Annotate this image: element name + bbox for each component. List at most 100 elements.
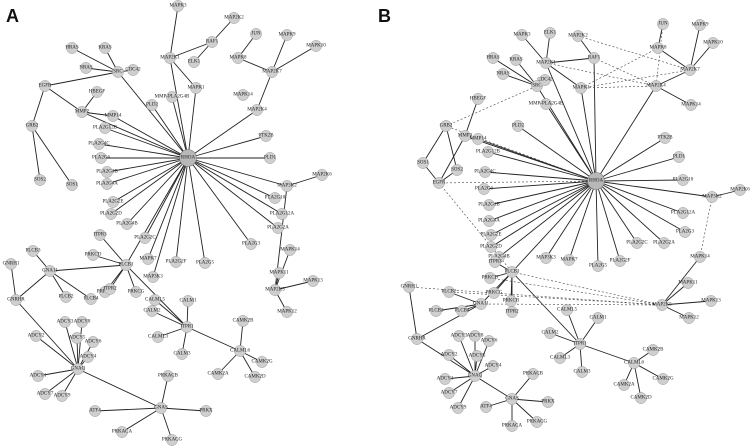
edge-rhoa-pla2g12a bbox=[187, 157, 283, 215]
node-circle bbox=[39, 388, 51, 400]
node-circle bbox=[403, 281, 415, 293]
node-circle bbox=[475, 298, 487, 310]
node-label: PLA2G2C bbox=[134, 236, 156, 241]
node-label: PLA2G3 bbox=[242, 242, 261, 247]
node-adcy6: ADCY6 bbox=[85, 336, 102, 348]
node-mmp-pla2g4b: MMP-PLA2G4B bbox=[155, 91, 190, 103]
edge-mapk3-mapk2k1 bbox=[521, 34, 547, 64]
node-map2k7: MAP2K7 bbox=[680, 64, 700, 76]
node-label: PLA2G6 bbox=[92, 156, 111, 161]
node-label: ATF4 bbox=[89, 409, 101, 414]
edge-nras-src bbox=[502, 73, 538, 87]
node-gnas: GNAS bbox=[505, 393, 519, 405]
node-circle bbox=[281, 29, 293, 41]
node-label: HRAS bbox=[65, 46, 79, 51]
node-label: ITPR1 bbox=[573, 342, 587, 347]
node-calm3: CALM3 bbox=[574, 366, 591, 378]
edge-rhoa-pld2 bbox=[151, 104, 189, 159]
node-circle bbox=[506, 393, 518, 405]
edge-egfr-src bbox=[44, 71, 119, 87]
node-circle bbox=[656, 299, 668, 311]
node-circle bbox=[592, 312, 604, 324]
edge-rhoa-pla2g6 bbox=[483, 180, 597, 190]
node-label: MAP2K5 bbox=[652, 303, 672, 308]
node-circle bbox=[576, 366, 588, 378]
node-gnrhr: GNRHR bbox=[7, 294, 25, 306]
node-label: MAPK12 bbox=[277, 310, 297, 315]
node-circle bbox=[188, 56, 200, 68]
edge-rhoa-map3k2 bbox=[595, 180, 713, 198]
node-label: PLA2G2E bbox=[102, 200, 123, 205]
edge-itpr1-calml6 bbox=[186, 326, 241, 352]
node-adcy6: ADCY6 bbox=[481, 335, 498, 347]
node-label: PRKCG bbox=[486, 291, 503, 296]
node-label: PLA2G12B bbox=[476, 150, 501, 155]
node-pla2g4b: PLA2G4B bbox=[116, 218, 138, 230]
node-calml3: CALML3 bbox=[148, 331, 169, 343]
node-itpr3: ITPR3 bbox=[488, 256, 502, 268]
edge-itpr1-calml5 bbox=[154, 299, 188, 328]
node-label: CAMK2G bbox=[251, 360, 273, 365]
node-cdc42: CDC42 bbox=[537, 74, 553, 86]
node-circle bbox=[170, 256, 182, 268]
edge-rhoa-pla2g2c bbox=[144, 157, 189, 239]
panel-a-label: A bbox=[6, 6, 19, 26]
node-label: SRC bbox=[532, 84, 542, 89]
node-circle bbox=[44, 265, 56, 277]
node-circle bbox=[587, 172, 605, 190]
node-circle bbox=[149, 294, 161, 306]
node-circle bbox=[199, 257, 211, 269]
node-label: RAF1 bbox=[206, 40, 219, 45]
edge-rhoa-raf1 bbox=[593, 57, 597, 182]
node-circle bbox=[471, 350, 483, 362]
node-circle bbox=[66, 179, 78, 191]
node-label: MAPK14 bbox=[690, 255, 710, 260]
node-label: PLA2G4B bbox=[488, 255, 510, 260]
node-label: ADCY1 bbox=[30, 374, 47, 379]
node-label: GNAS bbox=[154, 406, 168, 411]
node-label: PRKCD bbox=[85, 253, 102, 258]
node-calml3: CALML3 bbox=[550, 352, 571, 364]
node-label: ADCY1 bbox=[437, 377, 454, 382]
node-circle bbox=[232, 52, 244, 64]
node-pla2g2e: PLA2G2E bbox=[102, 196, 124, 208]
node-label: PLA2G4A bbox=[478, 219, 500, 224]
node-circle bbox=[512, 120, 524, 132]
node-pla2g2c: PLA2G2C bbox=[134, 232, 156, 244]
node-circle bbox=[72, 363, 84, 375]
node-circle bbox=[544, 327, 556, 339]
node-label: ADCY6 bbox=[85, 340, 102, 345]
node-atf4: ATF4 bbox=[89, 405, 101, 417]
edge-hras-src bbox=[71, 47, 119, 73]
node-pla2g12b: PLA2G12B bbox=[93, 122, 118, 134]
node-label: CAMK2D bbox=[244, 375, 266, 380]
node-calm3: CALM3 bbox=[174, 348, 191, 360]
node-itpr3: ITPR3 bbox=[93, 229, 107, 241]
node-label: CAMK2G bbox=[652, 377, 674, 382]
node-label: PRKACB bbox=[523, 372, 544, 377]
node-label: MAPK11 bbox=[269, 271, 289, 276]
node-circle bbox=[487, 52, 499, 64]
edge-rhoa-plcb1 bbox=[511, 180, 597, 273]
node-label: PRKX bbox=[541, 400, 555, 405]
edge-rhoa-pla2g4a bbox=[106, 157, 189, 185]
node-label: PTK2B bbox=[258, 134, 274, 139]
node-pla2g2a: PLA2G2A bbox=[267, 222, 289, 234]
node-label: EGFR bbox=[433, 181, 446, 186]
node-circle bbox=[76, 106, 88, 118]
edge-itpr1-calml5 bbox=[566, 309, 581, 345]
edge-mapk9-map2k7 bbox=[271, 34, 288, 73]
node-circle bbox=[107, 196, 119, 208]
node-label: JUN bbox=[251, 32, 261, 37]
node-circle bbox=[635, 392, 647, 404]
node-label: PLA2G1B bbox=[96, 170, 118, 175]
edge-rhoa-mapk7 bbox=[568, 180, 597, 261]
node-label: SRC bbox=[113, 70, 123, 75]
node-gnas: GNAS bbox=[154, 402, 168, 414]
node-label: PLD2 bbox=[146, 103, 158, 108]
node-prkaca: PRKACA bbox=[502, 420, 523, 432]
edge-rhoa-mmp2 bbox=[81, 111, 189, 159]
node-label: GNRH1 bbox=[401, 285, 418, 290]
edge-map2k5-mapk13 bbox=[661, 300, 712, 306]
node-label: EGFR bbox=[39, 84, 52, 89]
